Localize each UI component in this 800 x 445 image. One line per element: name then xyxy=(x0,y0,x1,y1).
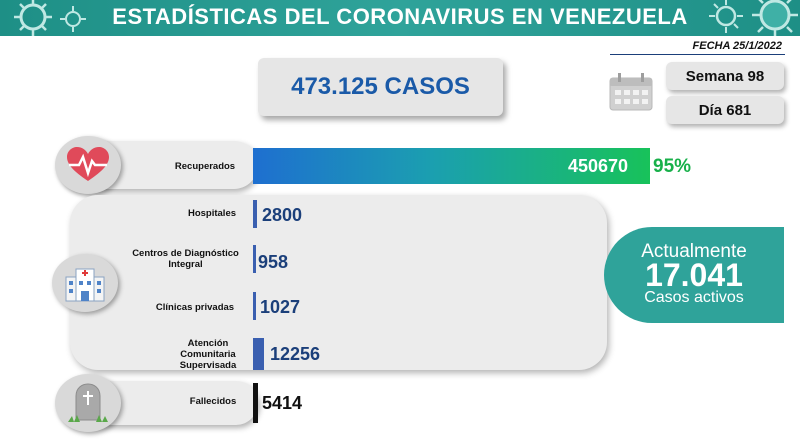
divider xyxy=(610,54,785,55)
day-badge: Día 681 xyxy=(666,96,784,124)
community-care-label: Atención Comunitaria Supervisada xyxy=(179,338,237,371)
total-cases-card: 473.125 CASOS xyxy=(258,58,503,116)
header-banner: ESTADÍSTICAS DEL CORONAVIRUS EN VENEZUEL… xyxy=(0,0,800,36)
heart-pulse-icon xyxy=(67,147,109,181)
hospital-icon-circle xyxy=(52,254,118,312)
week-badge: Semana 98 xyxy=(666,62,784,90)
week-label: Semana 98 xyxy=(685,67,765,85)
private-clinics-bar xyxy=(253,292,256,320)
recovered-value: 450670 xyxy=(568,156,629,176)
deaths-label: Fallecidos xyxy=(189,396,237,407)
page-title: ESTADÍSTICAS DEL CORONAVIRUS EN VENEZUEL… xyxy=(112,4,688,29)
virus-icon xyxy=(14,0,52,36)
recovered-percent: 95% xyxy=(653,156,692,177)
deaths-icon-circle xyxy=(55,374,121,432)
virus-icon xyxy=(60,6,86,32)
virus-icon xyxy=(752,0,798,36)
hospitals-value: 2800 xyxy=(262,205,303,225)
virus-icon xyxy=(709,0,743,33)
private-clinics-label: Clínicas privadas xyxy=(155,302,235,313)
recovered-label: Recuperados xyxy=(174,161,236,172)
health-centers-panel xyxy=(70,195,607,370)
active-cases-card: Actualmente 17.041 Casos activos xyxy=(604,227,784,323)
total-cases: 473.125 CASOS xyxy=(291,73,470,100)
hospitals-label: Hospitales xyxy=(187,208,237,219)
private-clinics-value: 1027 xyxy=(260,297,301,317)
report-date: FECHA 25/1/2022 xyxy=(692,40,782,52)
deaths-bar xyxy=(253,383,258,423)
cdi-label: Centros de Diagnóstico Integral xyxy=(132,248,239,270)
day-label: Día 681 xyxy=(698,101,752,119)
cdi-value: 958 xyxy=(258,252,289,272)
hospital-icon xyxy=(65,268,105,302)
cdi-bar xyxy=(253,245,256,273)
hospitals-bar xyxy=(253,200,257,228)
calendar-icon xyxy=(609,73,653,111)
active-cases-number: 17.041 xyxy=(645,257,743,293)
active-cases-caption: Casos activos xyxy=(644,289,744,306)
community-care-value: 12256 xyxy=(270,344,321,364)
deaths-value: 5414 xyxy=(262,393,303,413)
tombstone-icon xyxy=(68,383,108,422)
community-care-bar xyxy=(253,338,264,370)
recovered-icon-circle xyxy=(55,136,121,194)
active-cases-title: Actualmente xyxy=(641,241,747,262)
recovered-bar xyxy=(253,148,650,184)
